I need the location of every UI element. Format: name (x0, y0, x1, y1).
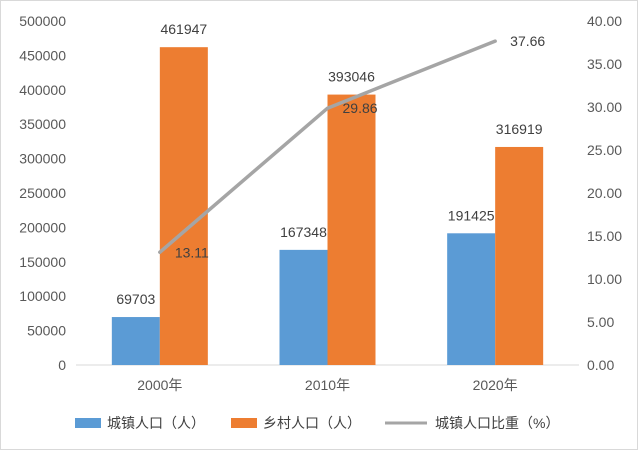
y-right-tick-label: 25.00 (587, 142, 622, 158)
y-right-tick-label: 5.00 (587, 314, 614, 330)
bar-rural (495, 146, 544, 365)
y-left-tick-label: 500000 (19, 13, 66, 29)
bar-value-label: 167348 (280, 224, 327, 240)
y-left-tick-label: 100000 (19, 288, 66, 304)
y-right-tick-label: 10.00 (587, 271, 622, 287)
x-tick-label: 2000年 (137, 377, 182, 393)
bar-value-label: 69703 (116, 291, 155, 307)
legend-label: 乡村人口（人） (263, 415, 361, 431)
legend-label: 城镇人口比重（%） (435, 415, 559, 431)
line-value-label: 13.11 (175, 244, 209, 260)
y-left-tick-label: 150000 (19, 254, 66, 270)
y-left-tick-label: 300000 (19, 151, 66, 167)
urban-ratio-line (158, 39, 497, 255)
x-tick-label: 2010年 (305, 377, 350, 393)
line-value-label: 37.66 (510, 33, 545, 49)
x-tick-label: 2020年 (473, 377, 518, 393)
y-right-tick-label: 40.00 (587, 13, 622, 29)
y-left-tick-label: 50000 (27, 323, 66, 339)
bar-value-label: 461947 (160, 21, 207, 37)
y-right-tick-label: 20.00 (587, 185, 622, 201)
bar-value-label: 316919 (496, 121, 543, 137)
legend-swatch (231, 418, 257, 428)
bar-rural (327, 94, 376, 365)
y-left-tick-label: 450000 (19, 47, 66, 63)
bar-urban (447, 233, 496, 365)
legend-swatch (75, 418, 101, 428)
y-left-tick-label: 200000 (19, 219, 66, 235)
bar-value-label: 393046 (328, 69, 375, 85)
bar-rural (159, 47, 208, 365)
y-left-tick-label: 0 (58, 357, 66, 373)
y-right-tick-label: 35.00 (587, 56, 622, 72)
y-right-tick-label: 0.00 (587, 357, 614, 373)
legend-label: 城镇人口（人） (107, 415, 205, 431)
y-right-tick-label: 30.00 (587, 99, 622, 115)
bar-urban (111, 317, 160, 365)
bar-urban (279, 249, 328, 365)
y-right-tick-label: 15.00 (587, 228, 622, 244)
y-left-tick-label: 350000 (19, 116, 66, 132)
line-value-label: 29.86 (343, 100, 378, 116)
y-left-tick-label: 400000 (19, 82, 66, 98)
y-left-tick-label: 250000 (19, 185, 66, 201)
bar-value-label: 191425 (448, 207, 495, 223)
